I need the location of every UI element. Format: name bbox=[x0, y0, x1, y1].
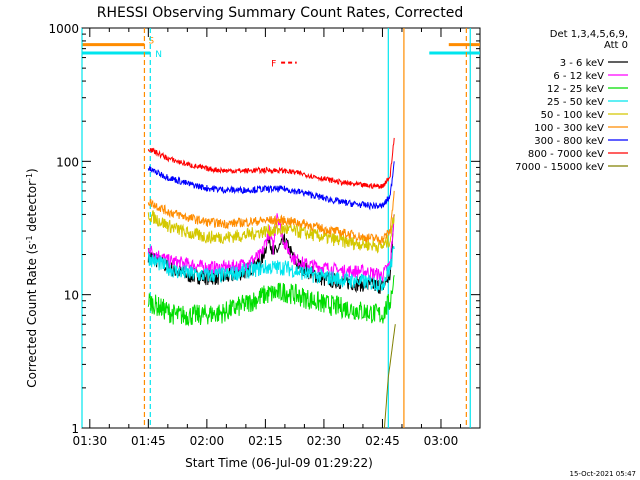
x-tick-label: 02:30 bbox=[307, 434, 342, 448]
series-50-100-kev bbox=[147, 210, 395, 254]
legend-entry-label: 7000 - 15000 keV bbox=[515, 162, 604, 173]
y-axis-label-part: detector bbox=[25, 181, 39, 236]
legend: Det 1,3,4,5,6,9,Att 03 - 6 keV 6 - 12 keV… bbox=[515, 29, 628, 173]
legend-header: Det 1,3,4,5,6,9, bbox=[550, 29, 628, 40]
x-tick-label: 03:00 bbox=[424, 434, 459, 448]
saa-label: S bbox=[148, 37, 154, 47]
y-axis-label-part: -1 bbox=[25, 173, 34, 181]
x-tick-label: 02:45 bbox=[365, 434, 400, 448]
interval-boundary-lines bbox=[81, 28, 471, 428]
time-interval-markers: SN F bbox=[82, 37, 480, 70]
series-12-25-kev bbox=[147, 275, 395, 327]
y-tick-label: 1000 bbox=[48, 22, 79, 36]
y-axis-label-part: -1 bbox=[25, 235, 34, 243]
y-axis-label-part: ) bbox=[25, 168, 39, 173]
series-300-800-kev bbox=[147, 161, 395, 211]
y-axis-label-part: Corrected Count Rate (s bbox=[25, 243, 39, 387]
night-label: N bbox=[155, 50, 162, 60]
x-tick-label: 01:45 bbox=[131, 434, 166, 448]
plot-timestamp: 15-Oct-2021 05:47 bbox=[570, 470, 636, 478]
legend-entry-label: 300 - 800 keV bbox=[534, 136, 604, 147]
series-100-300-kev bbox=[147, 190, 395, 245]
legend-entry-label: 6 - 12 keV bbox=[553, 71, 604, 82]
y-axis-label: Corrected Count Rate (s-1 detector-1) bbox=[25, 168, 40, 387]
y-tick-label: 100 bbox=[56, 155, 79, 169]
y-tick-label: 1 bbox=[71, 422, 79, 436]
axes: 01:30 01:45 02:00 02:15 02:30 02:45 03:00 1 10 10… bbox=[48, 22, 480, 448]
x-axis-label: Start Time (06-Jul-09 01:29:22) bbox=[185, 456, 373, 470]
y-tick-label: 10 bbox=[64, 289, 79, 303]
legend-entry-label: 25 - 50 keV bbox=[547, 97, 604, 108]
x-tick-label: 02:15 bbox=[248, 434, 283, 448]
series-7000-15000-kev bbox=[383, 324, 396, 429]
legend-entry-label: 100 - 300 keV bbox=[534, 123, 604, 134]
legend-entry-label: 3 - 6 keV bbox=[560, 58, 604, 69]
legend-entry-label: 800 - 7000 keV bbox=[528, 149, 604, 160]
legend-entry-label: 50 - 100 keV bbox=[541, 110, 605, 121]
legend-entry-label: 12 - 25 keV bbox=[547, 84, 604, 95]
flare-label: F bbox=[271, 60, 276, 70]
count-rate-series bbox=[147, 137, 396, 429]
series-25-50-kev bbox=[147, 245, 395, 293]
legend-header: Att 0 bbox=[604, 40, 628, 51]
chart-title: RHESSI Observing Summary Count Rates, Co… bbox=[97, 5, 463, 21]
series-800-7000-kev bbox=[147, 137, 395, 190]
x-tick-label: 02:00 bbox=[190, 434, 225, 448]
x-tick-label: 01:30 bbox=[73, 434, 108, 448]
